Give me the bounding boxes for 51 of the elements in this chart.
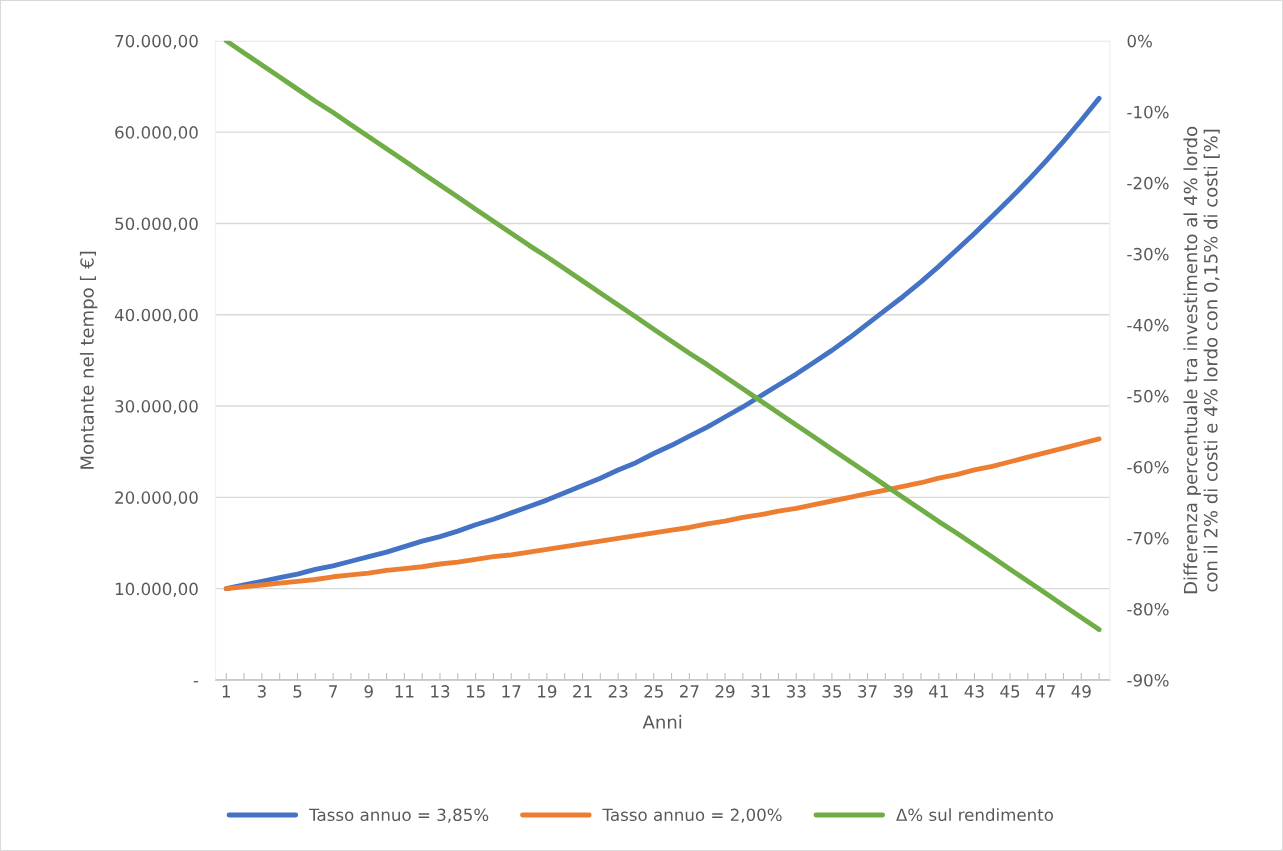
x-tick-label: 37 bbox=[858, 685, 877, 698]
y2-axis-title: Differenza percentuale tra investimento al 4% lordo con il 2% di costi e 4% lordo con 0,15% di costi [%] bbox=[1183, 126, 1220, 594]
x-tick-label: 5 bbox=[293, 685, 302, 698]
x-tick-label: 35 bbox=[822, 685, 842, 698]
x-tick-label: 1 bbox=[222, 685, 230, 698]
line-series bbox=[223, 436, 1102, 592]
x-tick-label: 47 bbox=[1035, 685, 1055, 698]
y-tick-label: 70.000,00 bbox=[115, 34, 198, 50]
x-tick-label: 9 bbox=[364, 685, 373, 698]
x-tick-label: 49 bbox=[1071, 685, 1091, 698]
legend-label: Tasso annuo = 2,00% bbox=[602, 808, 782, 823]
x-tick-label: 25 bbox=[644, 685, 663, 698]
x-tick-label: 11 bbox=[395, 685, 414, 698]
x-tick-label: 7 bbox=[329, 685, 337, 698]
y-tick-label: 50.000,00 bbox=[115, 217, 198, 232]
line-series bbox=[223, 40, 1102, 632]
x-tick-label: 31 bbox=[751, 685, 770, 698]
legend-label: Δ% sul rendimento bbox=[896, 808, 1054, 822]
x-tick-label: 41 bbox=[928, 685, 948, 698]
x-tick-label: 19 bbox=[538, 685, 557, 698]
y2-tick-label: -90% bbox=[1127, 673, 1169, 687]
y-tick-label: 40.000,00 bbox=[114, 308, 198, 324]
y2-tick-label: -70% bbox=[1127, 531, 1169, 545]
x-tick-label: 23 bbox=[608, 685, 628, 698]
y-tick-label: 60.000,00 bbox=[115, 126, 198, 141]
legend-label: Tasso annuo = 3,85% bbox=[309, 808, 489, 823]
x-tick-label: 3 bbox=[257, 685, 266, 698]
y2-tick-label: -80% bbox=[1127, 602, 1169, 616]
y-tick-label: 10.000,00 bbox=[115, 582, 198, 597]
x-tick-label: 45 bbox=[1000, 685, 1020, 698]
x-tick-label: 33 bbox=[786, 685, 806, 698]
y2-tick-label: -10% bbox=[1127, 105, 1169, 119]
y2-tick-label: -40% bbox=[1127, 318, 1169, 332]
x-tick-label: 13 bbox=[431, 685, 450, 698]
x-tick-label: 29 bbox=[715, 685, 735, 698]
x-tick-label: 27 bbox=[680, 685, 699, 698]
x-tick-label: 17 bbox=[502, 685, 521, 698]
y2-tick-label: -30% bbox=[1127, 247, 1169, 261]
x-axis-title: Anni bbox=[642, 714, 682, 729]
y2-tick-label: -50% bbox=[1127, 389, 1169, 403]
x-tick-label: 21 bbox=[573, 685, 592, 698]
y2-tick-label: -20% bbox=[1127, 176, 1169, 190]
y-tick-label: 20.000,00 bbox=[115, 491, 198, 506]
y2-tick-label: -60% bbox=[1127, 460, 1169, 474]
y-tick-label: - bbox=[193, 681, 199, 683]
x-tick-label: 15 bbox=[466, 685, 485, 698]
y-axis-title: Montante nel tempo [ €] bbox=[79, 251, 98, 469]
y-tick-label: 30.000,00 bbox=[115, 400, 198, 415]
x-tick-label: 43 bbox=[964, 685, 984, 698]
x-tick-label: 39 bbox=[893, 685, 913, 698]
y2-tick-label: 0% bbox=[1127, 34, 1152, 48]
